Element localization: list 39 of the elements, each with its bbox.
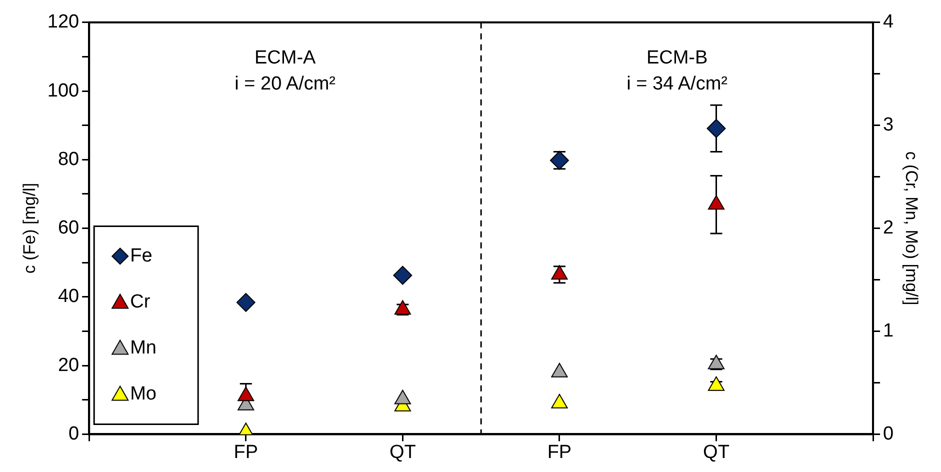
y2-tick-label: 0 bbox=[883, 423, 894, 444]
point bbox=[708, 195, 725, 210]
point bbox=[393, 266, 412, 285]
legend-label: Fe bbox=[130, 245, 152, 266]
point bbox=[550, 150, 569, 170]
annotation: i = 20 A/cm² bbox=[234, 74, 336, 95]
legend-label: Mo bbox=[130, 383, 157, 404]
y-axis-title: c (Fe) [mg/l] bbox=[20, 182, 39, 274]
legend-label: Mn bbox=[130, 337, 157, 358]
point bbox=[238, 386, 254, 402]
point bbox=[551, 394, 568, 408]
x-tick-label: QT bbox=[703, 442, 730, 463]
point bbox=[551, 362, 568, 378]
x-tick-label: FP bbox=[547, 442, 572, 463]
annotation: i = 34 A/cm² bbox=[626, 74, 728, 95]
y2-tick-label: 3 bbox=[883, 114, 894, 136]
point bbox=[394, 390, 411, 404]
annotation: ECM-B bbox=[646, 48, 708, 69]
point bbox=[706, 118, 726, 138]
y2-tick-label: 4 bbox=[883, 12, 894, 33]
y-tick-label: 80 bbox=[58, 148, 80, 170]
y-tick-label: 20 bbox=[58, 354, 80, 376]
point bbox=[708, 354, 725, 370]
y-tick-label: 40 bbox=[58, 286, 80, 308]
point bbox=[394, 300, 411, 315]
annotation: ECM-A bbox=[254, 48, 316, 69]
point bbox=[551, 265, 568, 280]
y-tick-label: 0 bbox=[68, 423, 80, 444]
y2-axis-title: c (Cr, Mn, Mo) [mg/l] bbox=[902, 151, 922, 306]
y-tick-label: 60 bbox=[58, 218, 80, 239]
x-tick-label: FP bbox=[234, 442, 258, 463]
y2-tick-label: 1 bbox=[883, 320, 894, 342]
point bbox=[708, 376, 725, 391]
point bbox=[236, 292, 256, 312]
y-tick-label: 120 bbox=[47, 12, 80, 33]
x-tick-label: QT bbox=[389, 442, 416, 463]
y2-tick-label: 2 bbox=[883, 218, 894, 239]
y-tick-label: 100 bbox=[47, 80, 80, 102]
legend-label: Cr bbox=[130, 291, 151, 312]
